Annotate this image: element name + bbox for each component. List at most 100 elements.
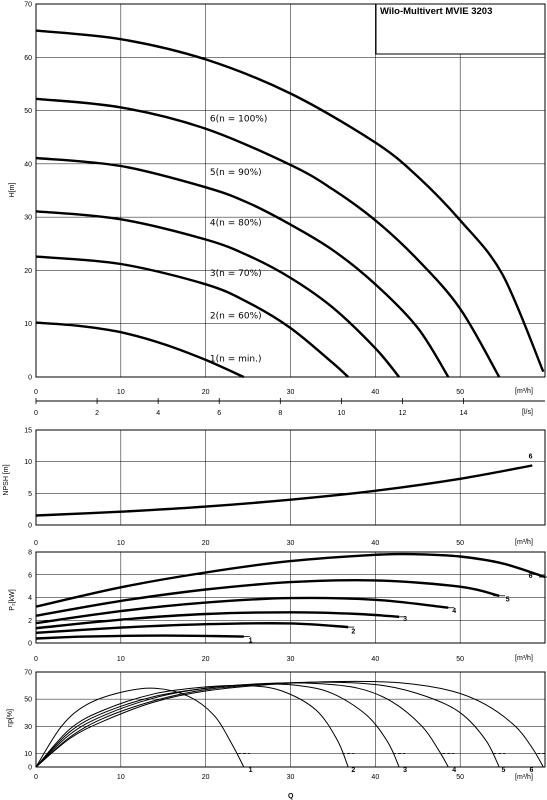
head-curve-label-1: 1(n = min.) xyxy=(210,354,262,364)
efficiency-y-tick-label: 0 xyxy=(28,765,32,772)
head-x-tick-label: 20 xyxy=(202,389,210,396)
head-y-tick-label: 0 xyxy=(28,375,32,382)
npsh-x-tick-label: 10 xyxy=(117,540,125,547)
npsh-y-tick-label: 10 xyxy=(24,459,32,466)
head-y-tick-label: 60 xyxy=(24,55,32,62)
efficiency-y-tick-label: 30 xyxy=(24,724,32,731)
efficiency-curve-3 xyxy=(35,683,400,768)
power-curve-label-2: 2 xyxy=(351,628,355,635)
efficiency-x-tick-label: 40 xyxy=(371,774,379,781)
efficiency-y-axis-title: ηp[%] xyxy=(7,709,14,727)
npsh-y-tick-label: 15 xyxy=(24,428,32,435)
npsh-y-tick-label: 0 xyxy=(28,523,32,530)
npsh-x-tick-label: 50 xyxy=(456,540,464,547)
npsh-x-tick-label: 0 xyxy=(34,540,38,547)
efficiency-curve-label-4: 4 xyxy=(452,767,456,774)
head-y-tick-label: 50 xyxy=(24,108,32,115)
ls-axis-tick-label: 8 xyxy=(278,410,282,417)
head-x-tick-label: 50 xyxy=(456,389,464,396)
power-y-tick-label: 8 xyxy=(28,550,32,557)
head-curve-1 xyxy=(35,321,245,379)
head-y-tick-label: 20 xyxy=(24,268,32,275)
power-curve-label-4: 4 xyxy=(452,608,456,615)
efficiency-curve-label-6: 6 xyxy=(529,767,533,774)
power-curve-1 xyxy=(35,634,244,640)
head-curve-6 xyxy=(35,29,545,373)
efficiency-curve-label-3: 3 xyxy=(403,767,407,774)
head-y-tick-label: 30 xyxy=(24,215,32,222)
q-unit-m3h-head: [m³/h] xyxy=(515,388,533,395)
power-x-tick-label: 30 xyxy=(287,656,295,663)
power-y-axis-title: P₂[kW] xyxy=(9,589,16,610)
head-curve-label-3: 3(n = 70%) xyxy=(210,269,262,279)
head-y-tick-label: 40 xyxy=(24,161,32,168)
power-curve-3 xyxy=(35,611,400,630)
head-curve-label-6: 6(n = 100%) xyxy=(210,115,267,125)
head-curve-label-2: 2(n = 60%) xyxy=(210,312,262,322)
head-x-tick-label: 0 xyxy=(34,389,38,396)
efficiency-curve-4 xyxy=(35,682,449,768)
power-curve-label-3: 3 xyxy=(403,616,407,623)
ls-axis-tick-label: 12 xyxy=(399,410,407,417)
head-curve-2 xyxy=(35,255,350,378)
q-unit-m3h-power: [m³/h] xyxy=(515,655,533,662)
power-x-tick-label: 0 xyxy=(34,656,38,663)
efficiency-x-tick-label: 10 xyxy=(117,774,125,781)
npsh-curve-1 xyxy=(35,464,533,517)
power-y-tick-label: 0 xyxy=(28,641,32,648)
head-curve-label-4: 4(n = 80%) xyxy=(210,218,262,228)
ls-axis-tick-label: 0 xyxy=(34,410,38,417)
power-curve-label-6: 6 xyxy=(529,573,533,580)
q-unit-m3h-eff: [m³/h] xyxy=(515,774,533,781)
efficiency-curve-label-5: 5 xyxy=(501,767,505,774)
efficiency-y-tick-label: 50 xyxy=(24,697,32,704)
head-x-tick-label: 10 xyxy=(117,389,125,396)
ls-axis-tick-label: 4 xyxy=(156,410,160,417)
head-y-tick-label: 70 xyxy=(24,2,32,9)
npsh-y-axis-title: NPSH [m] xyxy=(3,464,10,495)
npsh-curve-label-1: 6 xyxy=(529,453,533,460)
power-curve-4 xyxy=(35,596,449,625)
npsh-x-tick-label: 30 xyxy=(287,540,295,547)
efficiency-curve-label-2: 2 xyxy=(351,767,355,774)
power-curve-label-1: 1 xyxy=(249,638,253,645)
q-axis-label: Q xyxy=(288,793,294,800)
ls-axis-tick-label: 2 xyxy=(95,410,99,417)
power-curve-5 xyxy=(35,578,500,617)
efficiency-curve-5 xyxy=(35,681,500,768)
efficiency-y-tick-label: 10 xyxy=(24,751,32,758)
efficiency-curve-6 xyxy=(35,680,544,768)
q-unit-ls: [l/s] xyxy=(522,409,533,416)
power-x-tick-label: 40 xyxy=(371,656,379,663)
npsh-x-tick-label: 40 xyxy=(371,540,379,547)
efficiency-x-tick-label: 0 xyxy=(34,774,38,781)
ls-axis-tick-label: 10 xyxy=(338,410,346,417)
power-x-tick-label: 20 xyxy=(202,656,210,663)
head-curve-label-5: 5(n = 90%) xyxy=(210,168,262,178)
head-y-axis-title: H[m] xyxy=(9,183,16,198)
power-y-tick-label: 6 xyxy=(28,572,32,579)
chart-title: Wilo-Multivert MVIE 3203 xyxy=(380,6,492,17)
chart-curves xyxy=(35,29,547,768)
power-y-tick-label: 4 xyxy=(28,595,32,602)
ls-axis-tick-label: 6 xyxy=(217,410,221,417)
head-curve-5 xyxy=(35,97,501,378)
npsh-x-tick-label: 20 xyxy=(202,540,210,547)
power-curve-6 xyxy=(35,552,546,608)
chart-gridlines xyxy=(36,4,546,767)
efficiency-x-tick-label: 20 xyxy=(202,774,210,781)
ls-axis-tick-label: 14 xyxy=(460,410,468,417)
power-curve-label-5: 5 xyxy=(506,597,510,604)
head-curve-3 xyxy=(35,210,401,378)
title-box xyxy=(375,3,546,55)
efficiency-curve-label-1: 1 xyxy=(249,767,253,774)
efficiency-x-tick-label: 30 xyxy=(287,774,295,781)
q-unit-m3h-npsh: [m³/h] xyxy=(515,539,533,546)
npsh-y-tick-label: 5 xyxy=(28,491,32,498)
power-x-tick-label: 50 xyxy=(456,656,464,663)
head-y-tick-label: 10 xyxy=(24,321,32,328)
head-x-tick-label: 30 xyxy=(287,389,295,396)
head-curve-4 xyxy=(35,156,450,378)
